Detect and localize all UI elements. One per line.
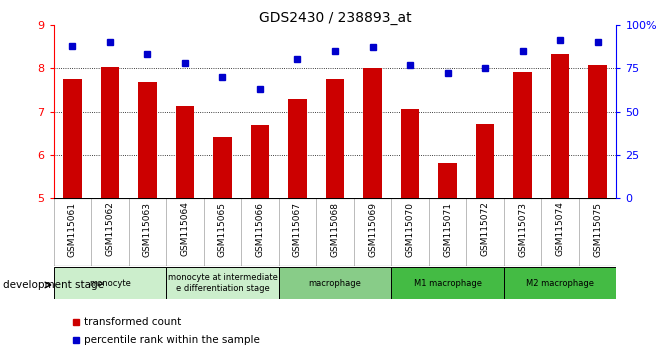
Bar xyxy=(288,99,307,198)
Text: GDS2430 / 238893_at: GDS2430 / 238893_at xyxy=(259,11,411,25)
Bar xyxy=(100,67,119,198)
Text: GSM115072: GSM115072 xyxy=(480,202,490,257)
Text: monocyte at intermediate
e differentiation stage: monocyte at intermediate e differentiati… xyxy=(168,274,277,293)
Text: GSM115065: GSM115065 xyxy=(218,202,227,257)
Bar xyxy=(438,163,457,198)
Text: GSM115070: GSM115070 xyxy=(405,202,415,257)
Bar xyxy=(476,124,494,198)
Text: M1 macrophage: M1 macrophage xyxy=(413,279,482,288)
Text: GSM115064: GSM115064 xyxy=(180,202,190,257)
Text: GSM115061: GSM115061 xyxy=(68,202,77,257)
Text: macrophage: macrophage xyxy=(309,279,361,288)
Bar xyxy=(251,125,269,198)
Text: GSM115068: GSM115068 xyxy=(330,202,340,257)
Bar xyxy=(326,79,344,198)
Bar xyxy=(401,109,419,198)
Text: GSM115069: GSM115069 xyxy=(368,202,377,257)
Text: GSM115066: GSM115066 xyxy=(255,202,265,257)
Text: GSM115062: GSM115062 xyxy=(105,202,115,257)
Bar xyxy=(54,267,166,299)
Text: transformed count: transformed count xyxy=(84,317,181,327)
Text: GSM115074: GSM115074 xyxy=(555,202,565,257)
Bar xyxy=(166,267,279,299)
Bar xyxy=(63,79,82,198)
Text: GSM115067: GSM115067 xyxy=(293,202,302,257)
Bar xyxy=(391,267,504,299)
Bar xyxy=(551,54,570,198)
Text: M2 macrophage: M2 macrophage xyxy=(526,279,594,288)
Bar xyxy=(363,68,382,198)
Text: GSM115075: GSM115075 xyxy=(593,202,602,257)
Text: GSM115063: GSM115063 xyxy=(143,202,152,257)
Text: percentile rank within the sample: percentile rank within the sample xyxy=(84,335,260,345)
Text: monocyte: monocyte xyxy=(89,279,131,288)
Bar xyxy=(513,73,532,198)
Bar xyxy=(588,65,607,198)
Text: GSM115073: GSM115073 xyxy=(518,202,527,257)
Bar xyxy=(279,267,391,299)
Bar xyxy=(213,137,232,198)
Bar xyxy=(176,106,194,198)
Bar xyxy=(138,82,157,198)
Bar xyxy=(504,267,616,299)
Text: development stage: development stage xyxy=(3,280,105,290)
Text: GSM115071: GSM115071 xyxy=(443,202,452,257)
